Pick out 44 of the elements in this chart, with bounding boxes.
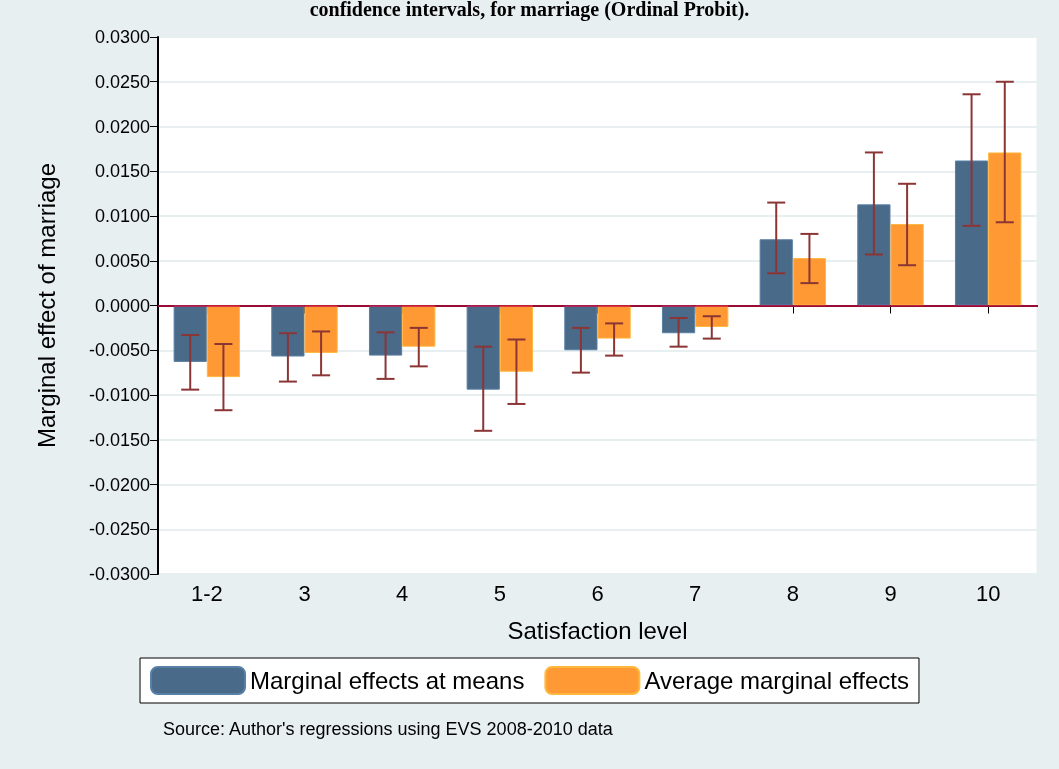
x-tick-label: 6 <box>591 580 604 606</box>
bar <box>564 305 598 351</box>
x-tick-label: 5 <box>493 580 506 606</box>
y-tick-label: 0.0150 <box>94 161 150 182</box>
y-tick-label: 0.0050 <box>94 250 150 271</box>
x-tick-label: 8 <box>786 580 799 606</box>
y-tick-label: -0.0200 <box>88 474 150 495</box>
y-tick-label: 0.0250 <box>94 71 150 92</box>
bar <box>988 152 1022 306</box>
y-tick-label: 0.0100 <box>94 206 150 226</box>
y-tick-label: -0.0100 <box>88 385 150 405</box>
x-tick-label: 1-2 <box>190 580 223 606</box>
legend-label: Marginal effects at means <box>250 667 525 694</box>
x-tick-label: 4 <box>396 580 409 606</box>
bar <box>173 305 207 362</box>
bar <box>304 305 338 353</box>
legend-label: Average marginal effects <box>644 667 909 694</box>
source-note: Source: Author's regressions using EVS 2008-2010 data <box>163 719 614 739</box>
y-tick-label: 0.0000 <box>94 295 150 316</box>
x-tick-label: 10 <box>975 580 1001 606</box>
bar <box>271 305 305 357</box>
bar <box>368 305 403 356</box>
bar <box>597 305 631 339</box>
bar <box>402 305 436 347</box>
bar <box>499 305 534 372</box>
bar <box>890 224 924 306</box>
bar <box>857 204 891 306</box>
y-tick-label: 0.0200 <box>94 116 150 137</box>
y-axis-title: Marginal effect of marriage <box>32 162 60 449</box>
y-tick-label: -0.0150 <box>88 429 150 450</box>
bar <box>466 305 500 390</box>
y-tick-label: -0.0300 <box>88 564 150 584</box>
x-tick-label: 3 <box>298 580 311 606</box>
bar <box>792 258 827 306</box>
bar <box>759 239 793 306</box>
x-tick-label: 7 <box>689 580 702 606</box>
y-tick-label: -0.0050 <box>88 340 150 361</box>
x-tick-label: 9 <box>884 580 897 606</box>
bar <box>206 305 241 378</box>
bar <box>954 160 989 306</box>
y-tick-label: -0.0250 <box>88 519 150 540</box>
x-axis-title: Satisfaction level <box>507 616 688 644</box>
y-tick-label: 0.0300 <box>94 27 150 47</box>
chart-title: confidence intervals, for marriage (Ordinal Probit). <box>309 0 750 21</box>
